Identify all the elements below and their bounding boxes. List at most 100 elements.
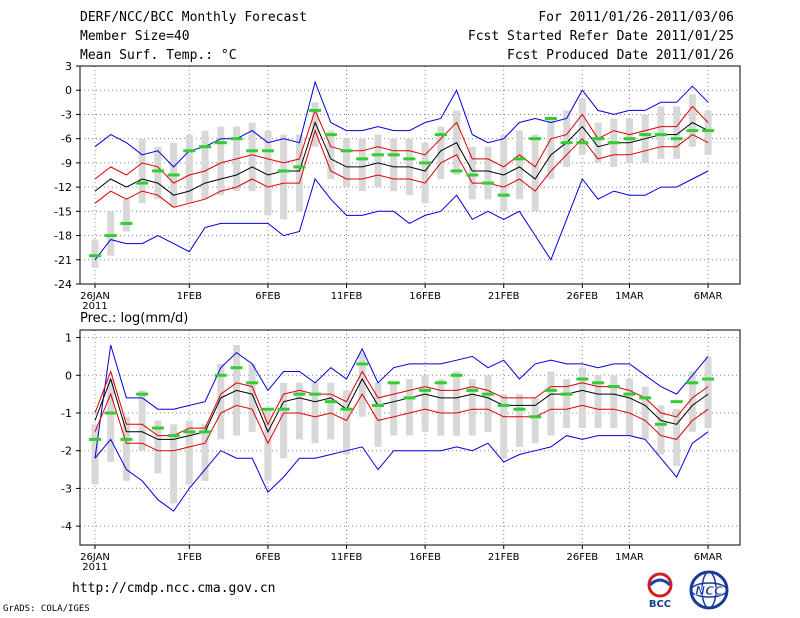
series-line-min xyxy=(94,170,709,261)
obs-marker xyxy=(89,437,101,441)
y-tick-label: -12 xyxy=(54,181,72,194)
spread-box xyxy=(500,394,508,459)
obs-marker xyxy=(151,169,164,173)
ncc-logo-icon: NCC xyxy=(689,570,729,610)
chart-title: DERF/NCC/BCC Monthly Forecast xyxy=(80,10,307,25)
spread-box xyxy=(421,375,429,432)
obs-marker xyxy=(183,149,196,153)
spread-box xyxy=(248,122,256,192)
spread-box xyxy=(641,386,649,440)
spread-box xyxy=(657,405,665,455)
obs-marker xyxy=(513,407,526,411)
obs-marker xyxy=(544,388,557,392)
x-tick-label: 16FEB xyxy=(409,552,441,563)
y-tick-label: 3 xyxy=(65,60,72,73)
obs-marker xyxy=(419,388,432,392)
obs-marker xyxy=(89,254,101,258)
series-line-max xyxy=(94,80,709,168)
obs-marker xyxy=(702,129,715,133)
spread-box xyxy=(484,375,492,432)
x-tick-label: 6FEB xyxy=(255,552,280,563)
x-year-label: 2011 xyxy=(82,301,107,312)
obs-marker xyxy=(136,181,149,185)
obs-marker xyxy=(544,116,557,120)
bcc-logo-text: BCC xyxy=(649,599,671,610)
obs-marker xyxy=(277,169,290,173)
obs-marker xyxy=(246,149,259,153)
spread-box xyxy=(563,110,571,167)
obs-marker xyxy=(214,141,227,145)
obs-marker xyxy=(371,153,384,157)
obs-marker xyxy=(403,157,416,161)
spread-box xyxy=(547,118,555,180)
spread-box xyxy=(515,394,523,447)
spread-box xyxy=(390,138,398,192)
obs-marker xyxy=(371,403,384,407)
spread-box xyxy=(515,130,523,200)
obs-marker xyxy=(434,381,447,385)
plot-frame xyxy=(79,65,741,285)
x-tick-label: 26FEB xyxy=(566,552,598,563)
obs-marker xyxy=(293,392,306,396)
obs-marker xyxy=(560,141,573,145)
x-tick-label: 1FEB xyxy=(177,552,202,563)
spread-box xyxy=(327,130,335,180)
y-tick-label: 0 xyxy=(65,369,72,382)
y-tick-label: -3 xyxy=(61,482,72,495)
spread-box xyxy=(217,363,225,440)
spread-box xyxy=(358,138,366,192)
spread-box xyxy=(547,371,555,436)
spread-box xyxy=(531,134,539,212)
ncc-logo-text: NCC xyxy=(695,584,723,598)
y-tick-label: -2 xyxy=(61,445,72,458)
spread-box xyxy=(264,130,272,216)
obs-marker xyxy=(639,133,652,137)
obs-marker xyxy=(607,141,620,145)
obs-marker xyxy=(623,392,636,396)
fcst-produced-date: Fcst Produced Date 2011/01/26 xyxy=(507,48,734,63)
obs-marker xyxy=(199,430,212,434)
series-line-mean xyxy=(94,121,709,196)
obs-marker xyxy=(356,157,369,161)
spread-box xyxy=(688,94,696,147)
spread-box xyxy=(453,371,461,436)
x-tick-label: 21FEB xyxy=(488,291,520,302)
obs-marker xyxy=(403,396,416,400)
obs-marker xyxy=(387,381,400,385)
series-line-lower xyxy=(94,392,709,452)
obs-marker xyxy=(450,169,463,173)
obs-marker xyxy=(246,381,259,385)
obs-marker xyxy=(151,426,164,430)
bcc-logo-icon: BCC xyxy=(647,572,673,610)
x-tick-label: 6MAR xyxy=(694,552,723,563)
spread-box xyxy=(437,379,445,436)
obs-marker xyxy=(576,377,589,381)
spread-box xyxy=(500,134,508,212)
spread-box xyxy=(91,239,99,268)
spread-box xyxy=(185,420,193,485)
obs-marker xyxy=(230,366,243,370)
obs-marker xyxy=(324,400,337,404)
obs-marker xyxy=(529,415,542,419)
obs-marker xyxy=(340,149,353,153)
spread-box xyxy=(563,379,571,429)
y-tick-label: -15 xyxy=(54,205,72,218)
spread-box xyxy=(343,390,351,455)
y-tick-label: -9 xyxy=(61,157,72,170)
spread-box xyxy=(280,382,288,459)
source-url[interactable]: http://cmdp.ncc.cma.gov.cn xyxy=(72,581,276,596)
obs-marker xyxy=(309,392,322,396)
x-tick-label: 21FEB xyxy=(488,552,520,563)
obs-marker xyxy=(214,373,227,377)
spread-box xyxy=(405,379,413,436)
spread-box xyxy=(704,110,712,155)
series-line-max xyxy=(94,344,709,459)
x-year-label: 2011 xyxy=(82,562,107,573)
x-tick-label: 1FEB xyxy=(177,291,202,302)
obs-marker xyxy=(466,388,479,392)
obs-marker xyxy=(136,392,149,396)
obs-marker xyxy=(560,392,573,396)
plot-frame xyxy=(79,329,741,546)
spread-box xyxy=(91,424,99,485)
